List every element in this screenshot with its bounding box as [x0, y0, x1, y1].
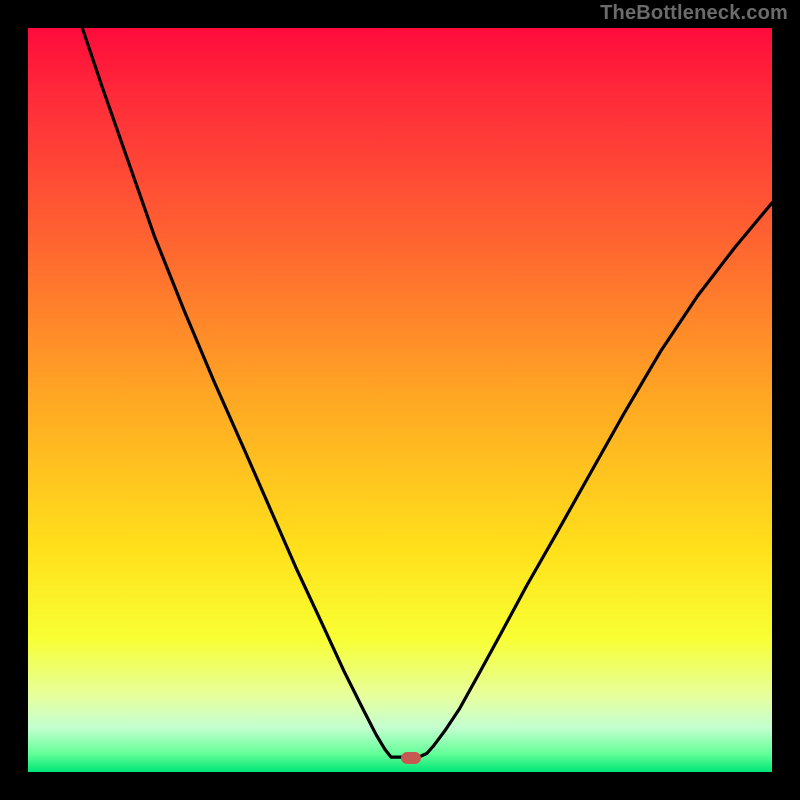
chart-frame: TheBottleneck.com — [0, 0, 800, 800]
marker-point — [401, 752, 421, 764]
curve-path — [82, 28, 772, 757]
bottleneck-curve — [28, 28, 772, 772]
plot-area — [28, 28, 772, 772]
watermark-text: TheBottleneck.com — [600, 2, 788, 25]
